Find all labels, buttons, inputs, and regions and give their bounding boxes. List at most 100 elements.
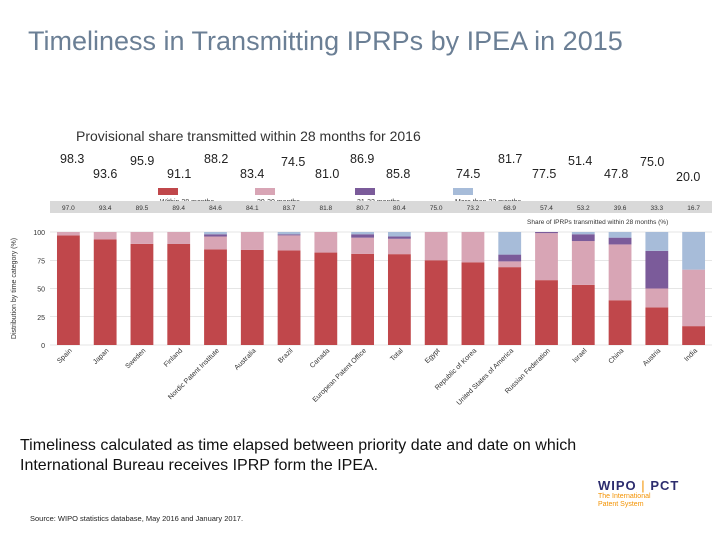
legend-swatch xyxy=(453,188,473,195)
category-label: Israel xyxy=(572,347,589,364)
provisional-value: 93.6 xyxy=(93,167,118,181)
bar-segment xyxy=(387,236,411,239)
category-label: India xyxy=(683,347,699,363)
share-band xyxy=(50,201,712,213)
provisional-value: 75.0 xyxy=(640,155,665,169)
category-label: Finland xyxy=(163,347,184,368)
share-label: 80.4 xyxy=(393,205,406,212)
bar-segment xyxy=(277,232,301,235)
share-label: 89.4 xyxy=(172,205,185,212)
bar-segment xyxy=(387,238,411,255)
bar-segment xyxy=(204,232,227,235)
bar-segment xyxy=(645,232,669,251)
bar-segment xyxy=(204,234,227,237)
bar-segment xyxy=(645,307,669,345)
provisional-value: 51.4 xyxy=(568,154,593,168)
logo-pct: PCT xyxy=(650,478,680,493)
bar-segment xyxy=(608,232,632,238)
provisional-value: 95.9 xyxy=(130,154,155,168)
share-label: 89.5 xyxy=(136,205,149,212)
provisional-value: 86.9 xyxy=(350,152,375,166)
share-label: 75.0 xyxy=(430,205,443,212)
share-label: 81.8 xyxy=(320,205,333,212)
bar-segment xyxy=(498,267,522,345)
bar-segment xyxy=(682,326,706,345)
y-tick-label: 0 xyxy=(41,343,45,350)
chart-subtitle: Provisional share transmitted within 28 … xyxy=(76,128,421,144)
legend-swatch xyxy=(255,188,275,195)
bar-segment xyxy=(571,234,595,242)
y-tick-label: 50 xyxy=(37,287,45,294)
bar-segment xyxy=(93,232,117,240)
bar-segment xyxy=(424,260,448,345)
provisional-value: 81.0 xyxy=(315,167,340,181)
share-label: 97.0 xyxy=(62,205,75,212)
page-title: Timeliness in Transmitting IPRPs by IPEA… xyxy=(28,26,623,56)
bar-segment xyxy=(277,250,301,345)
share-label: 68.9 xyxy=(503,205,516,212)
share-label: 39.6 xyxy=(614,205,627,212)
share-label: 57.4 xyxy=(540,205,553,212)
bar-segment xyxy=(240,232,264,250)
bar-segment xyxy=(130,232,154,244)
category-label: Sweden xyxy=(125,347,148,370)
logo-tagline-2: Patent System xyxy=(598,501,644,508)
bar-segment xyxy=(204,249,227,345)
bar-segment xyxy=(461,262,485,345)
bar-segment xyxy=(461,232,485,263)
source-note: Source: WIPO statistics database, May 20… xyxy=(30,514,244,523)
bar-segment xyxy=(535,232,558,234)
bar-segment xyxy=(608,300,632,345)
y-tick-label: 25 xyxy=(37,315,45,322)
bar-segment xyxy=(682,232,706,270)
bar-segment xyxy=(93,239,117,345)
bar-segment xyxy=(535,233,558,281)
bar-segment xyxy=(314,232,338,253)
y-tick-label: 75 xyxy=(37,258,45,265)
provisional-value: 47.8 xyxy=(604,167,629,181)
bar-segment xyxy=(498,232,522,255)
provisional-value: 83.4 xyxy=(240,167,265,181)
category-label: Japan xyxy=(92,347,111,366)
bar-segment xyxy=(571,284,595,345)
bar-segment xyxy=(645,288,669,308)
bar-segment xyxy=(351,232,375,235)
bar-segment xyxy=(498,254,522,262)
share-label: 93.4 xyxy=(99,205,112,212)
bar-segment xyxy=(277,234,301,236)
provisional-value: 74.5 xyxy=(456,167,481,181)
share-label: 73.2 xyxy=(467,205,480,212)
category-label: Australia xyxy=(233,347,257,371)
logo-tagline-1: The International xyxy=(598,493,651,500)
bar-segment xyxy=(424,232,448,261)
bar-segment xyxy=(608,237,632,245)
wipo-pct-logo: WIPO | PCT The International Patent Syst… xyxy=(598,478,708,509)
bar-segment xyxy=(387,232,411,237)
bar-segment xyxy=(571,241,595,285)
bar-segment xyxy=(351,253,375,345)
bar-segment xyxy=(130,243,154,345)
bar-segment xyxy=(314,252,338,345)
stacked-bar-chart: Within 28 months29-30 months31-32 months… xyxy=(11,188,712,407)
category-label: Spain xyxy=(56,347,74,365)
category-label: Egypt xyxy=(424,347,442,365)
bar-segment xyxy=(56,232,80,236)
logo-wipo: WIPO xyxy=(598,478,637,493)
provisional-value: 74.5 xyxy=(281,155,306,169)
category-label: Total xyxy=(389,347,405,363)
bar-segment xyxy=(387,254,411,345)
provisional-value: 91.1 xyxy=(167,167,192,181)
share-label: 84.6 xyxy=(209,205,222,212)
bar-segment xyxy=(167,232,191,244)
share-caption: Share of IPRPs transmitted within 28 mon… xyxy=(527,219,668,226)
provisional-value: 98.3 xyxy=(60,152,85,166)
legend-swatch xyxy=(355,188,375,195)
y-tick-label: 100 xyxy=(33,230,45,237)
logo-tagline: The International Patent System xyxy=(598,493,708,509)
provisional-value: 20.0 xyxy=(676,170,701,184)
legend-swatch xyxy=(158,188,178,195)
provisional-value: 81.7 xyxy=(498,152,523,166)
provisional-value: 85.8 xyxy=(386,167,411,181)
bar-segment xyxy=(277,235,301,251)
category-label: China xyxy=(608,347,626,365)
